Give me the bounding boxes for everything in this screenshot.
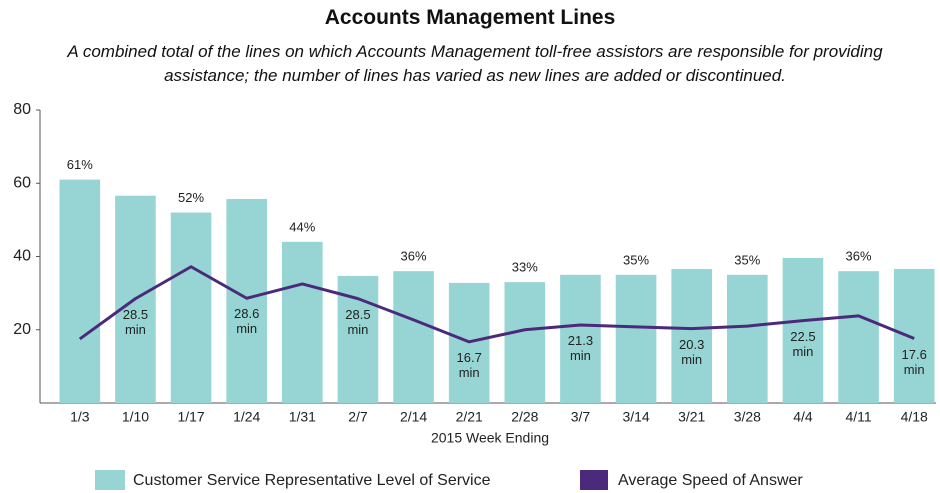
bar-value-label: 36%: [846, 249, 872, 264]
y-tick-label: 40: [13, 248, 31, 265]
legend-label: Average Speed of Answer: [618, 472, 803, 489]
y-tick-label: 60: [13, 174, 31, 191]
x-tick-label: 1/31: [289, 409, 316, 425]
x-tick-label: 1/3: [70, 409, 90, 425]
bar: [838, 271, 879, 403]
legend-swatch: [580, 470, 608, 490]
bar-value-label: 35%: [734, 252, 760, 267]
line-value-label: 22.5 min: [790, 328, 816, 359]
line-value-label: 28.5 min: [122, 306, 149, 337]
bar: [727, 274, 768, 403]
line-value-label: 16.7 min: [456, 349, 482, 380]
x-tick-label: 3/21: [678, 409, 705, 425]
x-tick-label: 3/14: [622, 409, 649, 425]
bar: [393, 271, 434, 403]
bar-value-label: 61%: [67, 157, 93, 172]
legend-label: Customer Service Representative Level of…: [133, 472, 491, 489]
bar-value-label: 33%: [512, 260, 538, 275]
x-tick-label: 1/17: [177, 409, 204, 425]
bar: [782, 257, 824, 403]
line-value-label: 28.6 min: [234, 306, 260, 337]
x-tick-label: 4/4: [793, 409, 813, 425]
legend-swatch: [95, 470, 125, 490]
x-tick-label: 4/18: [901, 409, 928, 425]
bar: [615, 274, 657, 403]
chart-title: Accounts Management Lines: [324, 6, 616, 29]
x-tick-label: 4/11: [845, 409, 871, 425]
y-tick-label: 80: [13, 101, 31, 118]
line-value-label: 21.3 min: [567, 332, 594, 363]
bar: [282, 241, 323, 403]
bar: [59, 179, 101, 403]
bar-value-label: 36%: [401, 249, 427, 264]
bar-value-label: 44%: [289, 219, 315, 234]
chart-subtitle: A combined total of the lines on which A…: [67, 42, 883, 85]
x-tick-label: 2/21: [456, 409, 483, 425]
bar: [170, 212, 212, 403]
bar: [893, 268, 935, 403]
x-tick-label: 2/28: [511, 409, 538, 425]
x-tick-label: 1/10: [122, 409, 149, 425]
line: [78, 265, 915, 344]
bar-value-label: 52%: [178, 190, 204, 205]
x-tick-label: 3/28: [734, 409, 761, 425]
x-tick-label: 2/14: [400, 409, 427, 425]
bar: [226, 198, 267, 403]
bar: [671, 268, 712, 403]
line-value-label: 20.3 min: [679, 336, 705, 367]
x-tick-label: 3/7: [571, 409, 591, 425]
x-tick-label: 2/7: [348, 409, 368, 425]
x-tick-label: 1/24: [233, 409, 260, 425]
bar: [504, 282, 546, 403]
y-tick-label: 20: [13, 321, 31, 338]
x-axis-title: 2015 Week Ending: [431, 430, 549, 446]
line-value-label: 28.5 min: [345, 306, 371, 337]
bar: [560, 274, 601, 403]
bar-value-label: 35%: [623, 252, 649, 267]
line-value-label: 17.6 min: [901, 346, 927, 377]
